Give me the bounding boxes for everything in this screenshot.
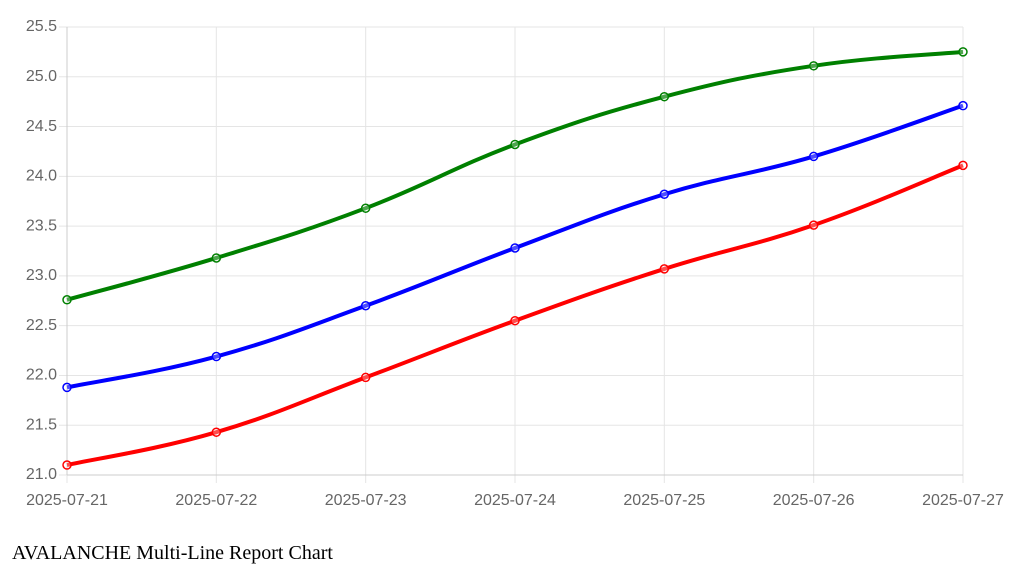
y-tick-label: 24.0 [26, 168, 57, 185]
data-point [659, 189, 670, 200]
y-tick-label: 22.0 [26, 367, 57, 384]
data-point [510, 139, 520, 150]
y-tick-label: 21.5 [26, 416, 57, 433]
data-point [659, 91, 670, 102]
data-point [62, 295, 72, 305]
data-point [360, 301, 371, 311]
y-tick-label: 25.0 [26, 68, 57, 85]
series-line [66, 103, 964, 390]
x-tick-label: 2025-07-23 [325, 492, 407, 509]
x-tick-label: 2025-07-21 [26, 492, 108, 509]
data-point [62, 382, 72, 393]
x-tick-label: 2025-07-25 [623, 492, 705, 509]
data-point [211, 427, 222, 437]
x-tick-label: 2025-07-24 [474, 492, 556, 509]
data-point [360, 203, 371, 213]
data-point [958, 160, 968, 171]
y-tick-label: 24.5 [26, 118, 57, 135]
data-point [211, 351, 222, 362]
y-tick-label: 23.5 [26, 217, 57, 234]
y-tick-label: 25.5 [26, 18, 57, 35]
data-point [808, 151, 819, 162]
data-point [659, 264, 670, 274]
data-point [808, 61, 819, 71]
y-tick-label: 23.0 [26, 267, 57, 284]
data-point [958, 47, 968, 57]
chart: 21.0 21.5 22.0 22.5 23.0 23.5 24.0 24.5 25.0 25.5… [26, 18, 1004, 509]
y-tick-label: 21.0 [26, 466, 57, 483]
data-point [510, 315, 520, 326]
series-line [66, 49, 964, 302]
x-tick-label: 2025-07-26 [773, 492, 855, 509]
data-point [510, 243, 520, 253]
x-tick-label: 2025-07-22 [175, 492, 257, 509]
series-line [66, 163, 964, 467]
data-point [360, 372, 371, 383]
y-tick-label: 22.5 [26, 317, 57, 334]
x-tick-label: 2025-07-27 [922, 492, 1004, 509]
data-point [211, 253, 222, 263]
data-point [808, 220, 819, 230]
data-point [958, 100, 968, 111]
data-point [62, 460, 72, 470]
chart-caption: AVALANCHE Multi-Line Report Chart [12, 542, 333, 564]
